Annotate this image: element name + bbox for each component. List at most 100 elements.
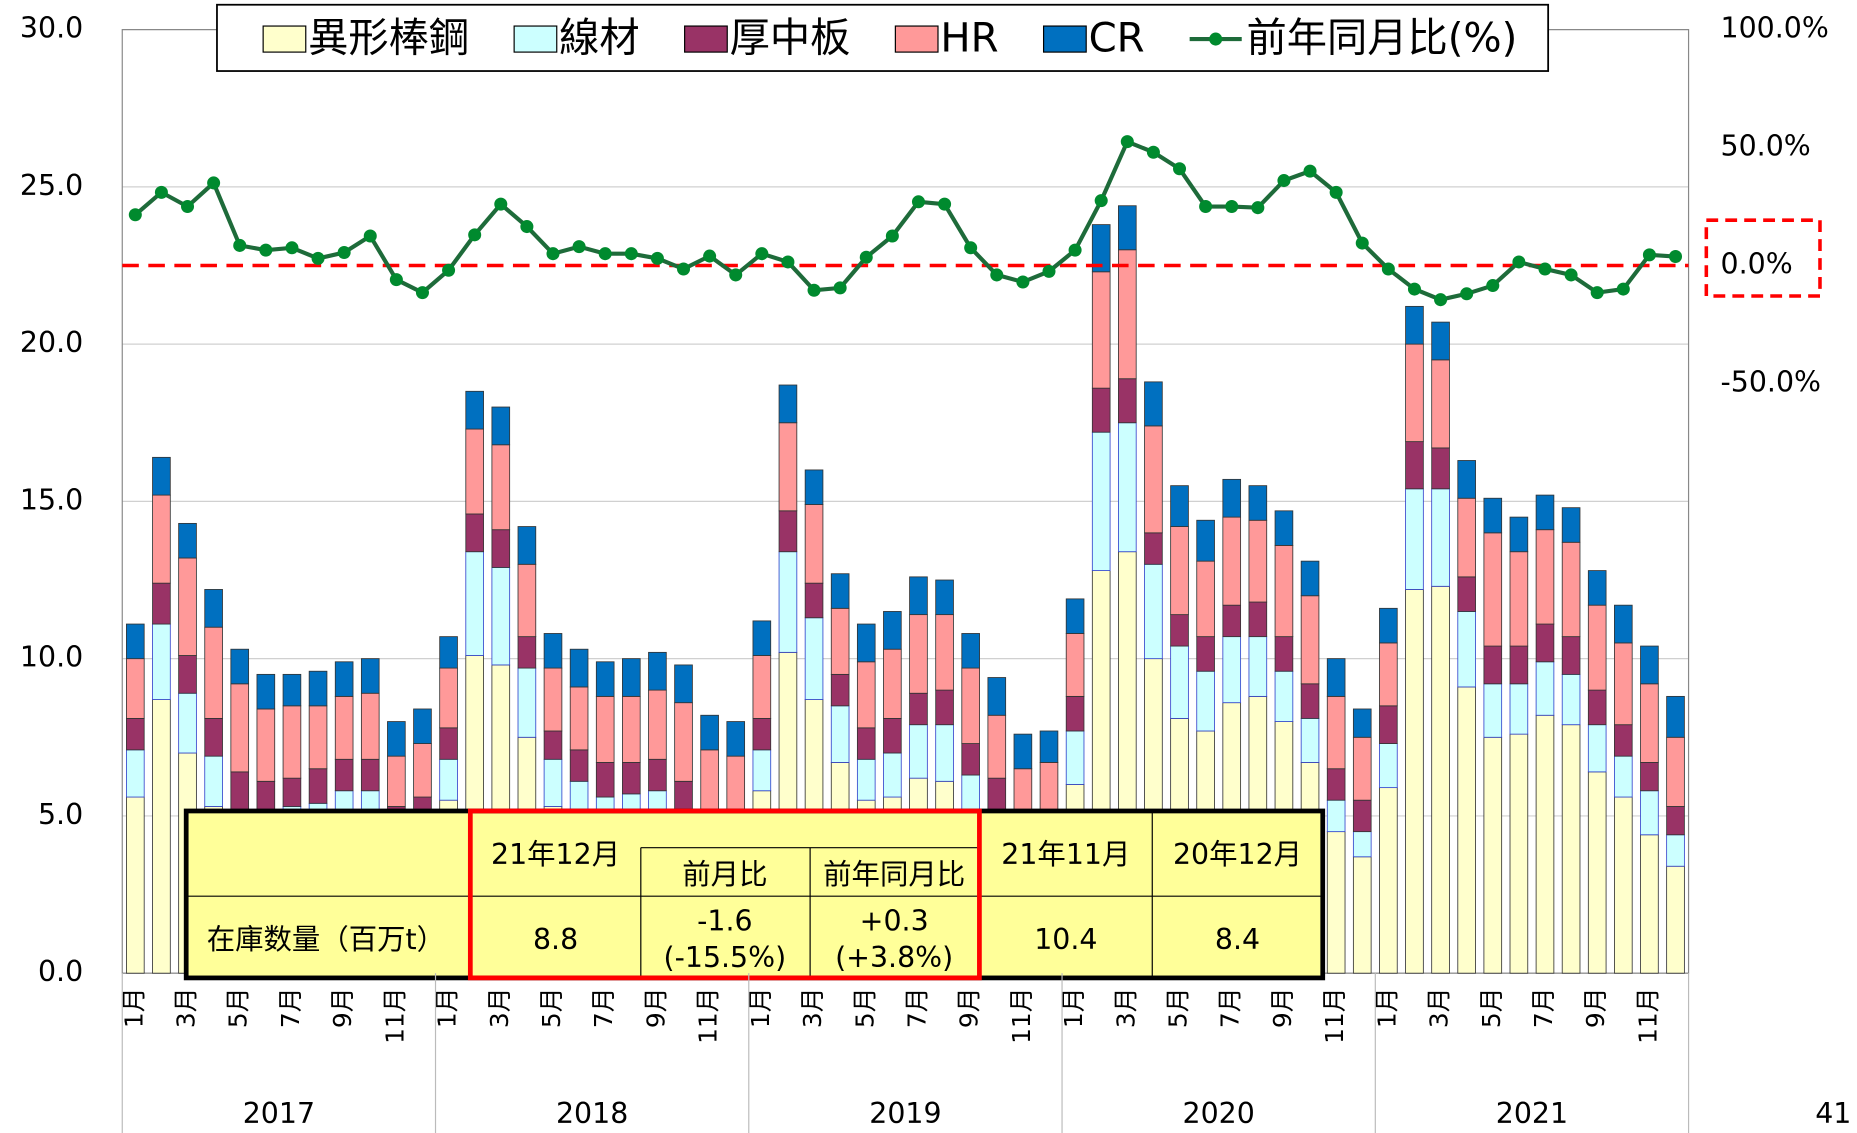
bar-segment [1326,695,1346,770]
bar-segment [595,695,615,763]
bar-segment [856,758,876,801]
bar-segment [935,614,954,691]
bar-segment [1118,205,1137,251]
bar-segment [1405,589,1424,974]
table-header: 前年同月比 [823,858,965,891]
bar-segment [1509,683,1529,735]
bar-segment [1431,585,1450,974]
line-marker [389,273,403,287]
bar-segment [543,730,563,760]
line-marker [1146,145,1160,159]
x-tick-label: 3月 [172,987,201,1028]
x-tick-label: 11月 [380,987,409,1044]
bar-segment [1274,510,1294,546]
bar-segment [1457,497,1476,578]
bar-segment [1065,633,1085,697]
bar-segment [1640,834,1659,974]
y-tick-label: 5.0 [38,798,83,831]
bar-segment [230,683,250,773]
bar-segment [1300,717,1320,763]
x-tick-label: 9月 [641,987,670,1028]
line-marker [1120,135,1134,149]
line-marker [938,197,952,211]
x-tick-label: 5月 [850,987,879,1028]
bar-segment [1170,485,1189,527]
bar-segment [334,695,354,760]
line-marker [1042,264,1056,278]
line-marker [259,243,273,257]
bar-segment [1274,636,1294,672]
bar-segment [1405,488,1424,590]
bar-segment [648,651,667,691]
bar-segment [778,510,798,553]
bar-segment [804,617,824,700]
bar-segment [1587,771,1607,974]
bar-segment [1509,733,1529,974]
x-tick-label: 3月 [798,987,827,1028]
bar-segment [204,589,223,628]
bar-segment [126,623,145,660]
x-tick-label: 1月 [1059,987,1088,1028]
bar-segment [1535,714,1555,974]
bar-segment [987,714,1007,779]
legend-label: HR [940,15,998,61]
year-label: 2018 [556,1097,628,1130]
bar-segment [178,655,197,694]
bar-segment [256,673,276,710]
bar-segment [465,428,484,515]
line-marker [337,246,351,260]
table-fill [186,810,1323,978]
y-tick-label: 15.0 [20,483,83,516]
table-header: 前月比 [682,858,767,891]
bar-segment [439,758,458,801]
bar-segment [1587,724,1607,773]
bar-segment [987,777,1007,814]
bar-segment [1431,488,1450,587]
bar-segment [935,579,954,616]
bar-segment [1535,529,1555,625]
legend-label: 異形棒鋼 [308,15,469,61]
bar-segment [1535,661,1555,716]
bar-segment [204,626,223,719]
bar-segment [334,661,354,697]
bar-segment [987,677,1007,716]
bar-segment [569,648,589,688]
bar-segment [1352,708,1372,738]
bar-segment [1039,730,1059,763]
bar-segment [152,456,171,496]
bar-segment [491,529,511,568]
bar-segment [1118,249,1137,380]
bar-segment [909,724,928,779]
bar-segment [1483,532,1503,647]
bar-segment [334,758,354,792]
bar-segment [387,721,406,757]
y-tick-label: 25.0 [20,169,83,202]
table-header: 21年12月 [491,838,620,871]
bar-segment [1561,724,1581,974]
bar-segment [883,752,902,798]
bar-segment [1196,560,1215,638]
x-tick-label: 1月 [746,987,775,1028]
bar-segment [1666,834,1685,867]
bar-segment [1379,607,1398,644]
line-marker [1277,174,1291,188]
bar-segment [700,749,719,817]
bar-segment [1196,519,1215,562]
line-marker [598,247,612,261]
line-marker [520,220,534,234]
bar-segment [909,692,928,726]
bar-segment [883,611,902,650]
bar-segment [778,551,798,653]
bar-segment [1144,563,1163,660]
bar-segment [282,673,302,707]
bar-segment [1118,422,1137,553]
bar-segment [752,749,772,792]
legend-swatch [894,25,939,53]
bar-segment [256,708,276,782]
bar-segment [517,526,537,565]
bar-segment [1535,623,1555,663]
bar-segment [1587,604,1607,691]
year-label: 2021 [1496,1097,1568,1130]
bar-segment [1509,551,1529,647]
line-marker [1434,293,1448,307]
